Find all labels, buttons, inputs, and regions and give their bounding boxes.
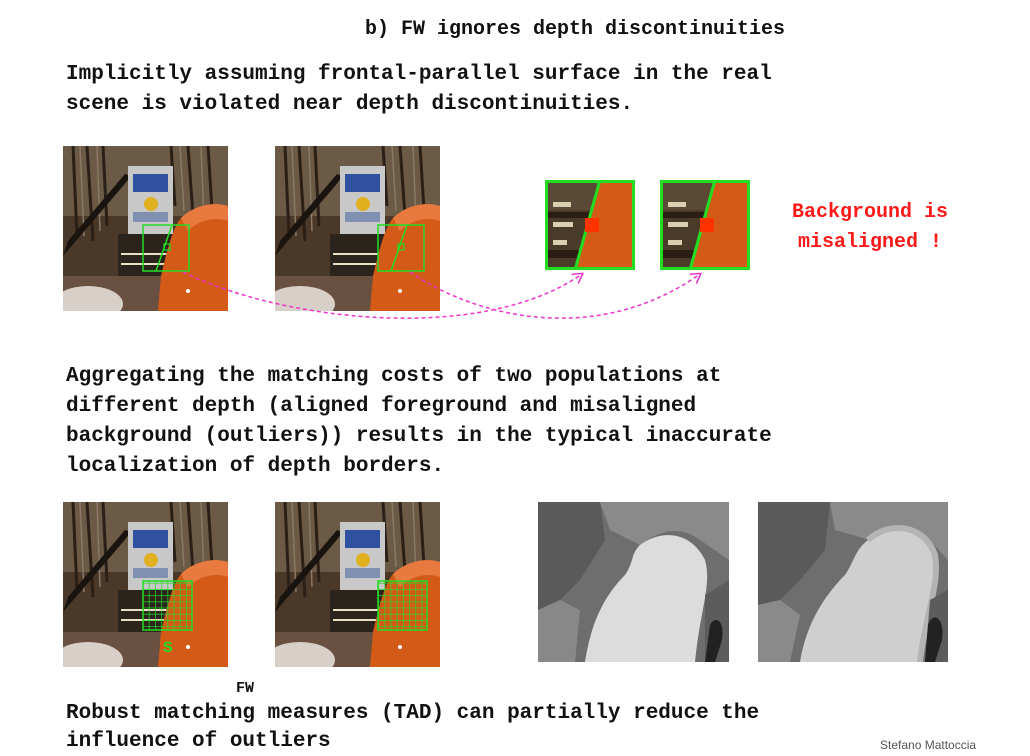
intro-paragraph: Implicitly assuming frontal-parallel sur… — [66, 63, 772, 116]
window-outline-right — [377, 224, 425, 272]
slide-title: b) FW ignores depth discontinuities — [364, 18, 786, 41]
arrow-left-to-zoom — [182, 271, 582, 319]
robust-paragraph: Robust matching measures (TAD) can parti… — [66, 702, 760, 753]
zoomed-window-right — [660, 180, 750, 270]
support-label: S — [163, 639, 173, 657]
left-image-top — [63, 146, 228, 311]
aggregation-paragraph: Aggregating the matching costs of two po… — [66, 365, 772, 478]
disparity-map-robust — [758, 502, 948, 663]
zoomed-window-left — [545, 180, 635, 270]
support-window-grid-left — [142, 580, 193, 631]
right-image-top — [275, 146, 440, 311]
arrow-right-to-zoom — [409, 271, 700, 319]
right-image-bottom — [275, 502, 440, 667]
misaligned-note: Background is misaligned ! — [791, 201, 949, 254]
author-credit: Stefano Mattoccia — [880, 738, 977, 752]
left-image-bottom — [63, 502, 228, 667]
disparity-map-fw — [538, 502, 729, 662]
fw-caption: FW — [236, 680, 255, 697]
support-window-grid-right — [377, 580, 428, 631]
window-outline-left — [142, 224, 190, 272]
